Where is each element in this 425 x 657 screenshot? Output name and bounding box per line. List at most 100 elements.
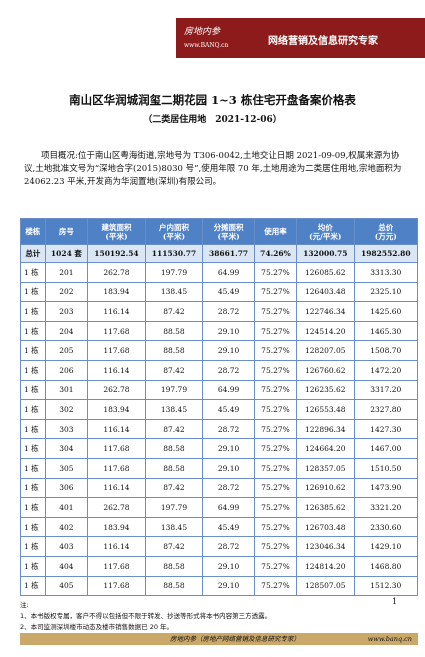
notes-label: 注:: [20, 601, 29, 609]
cell: 138.45: [144, 516, 204, 538]
cell: 1 栋: [20, 575, 46, 597]
cell: 403: [44, 536, 89, 557]
cell: 38661.77: [202, 244, 255, 263]
cell: 116.14: [87, 418, 146, 440]
row: 1 栋 405 117.68 88.58 29.10 75.27% 128507.05 151…: [20, 575, 419, 597]
header-row: 楼栋 房号 建筑面积 (平米) 户内面积 (平米) 分摊面积 (平米) 使用率 均价 (元/…: [20, 218, 419, 245]
cell: 122896.34: [296, 418, 355, 440]
cell: 126403.48: [296, 281, 355, 303]
cell: 405: [44, 575, 89, 597]
cell: 203: [44, 301, 89, 322]
row: 1 栋 305 117.68 88.58 29.10 75.27% 128357.05 151…: [20, 457, 419, 479]
cell: 205: [44, 340, 89, 361]
header-bar: 房地内参 www.BANQ.cn 网络营销及信息研究专家: [176, 18, 425, 58]
cell: 301: [44, 379, 89, 401]
cell: 206: [44, 359, 89, 381]
cell: 64.99: [202, 262, 255, 283]
cell: 87.42: [144, 359, 204, 381]
slogan: 网络营销及信息研究专家: [268, 36, 378, 47]
price-table: 楼栋 房号 建筑面积 (平米) 户内面积 (平米) 分摊面积 (平米) 使用率 均价 (元/…: [20, 218, 419, 597]
cell: 75.27%: [253, 399, 298, 420]
cell: 75.27%: [253, 379, 298, 401]
cell: 29.10: [202, 320, 255, 342]
cell: 1 栋: [20, 438, 46, 459]
cell: 88.58: [144, 438, 204, 459]
cell: 1465.30: [353, 320, 419, 342]
cell: 126760.62: [296, 359, 355, 381]
cell: 128507.05: [296, 575, 355, 597]
column-header: 户内面积 (平米): [144, 218, 204, 245]
row: 1 栋 301 262.78 197.79 64.99 75.27% 126235.62 33…: [20, 379, 419, 401]
cell: 117.68: [87, 457, 146, 479]
cell: 75.27%: [253, 457, 298, 479]
cell: 29.10: [202, 555, 255, 577]
column-header: 均价 (元/平米): [296, 218, 355, 245]
cell: 201: [44, 262, 89, 283]
cell: 1 栋: [20, 359, 46, 381]
cell: 75.27%: [253, 262, 298, 283]
cell: 75.27%: [253, 418, 298, 440]
cell: 29.10: [202, 340, 255, 361]
cell: 75.27%: [253, 281, 298, 303]
cell: 302: [44, 399, 89, 420]
cell: 总计: [20, 244, 46, 263]
cell: 87.42: [144, 418, 204, 440]
cell: 64.99: [202, 497, 255, 518]
cell: 117.68: [87, 555, 146, 577]
row: 1 栋 302 183.94 138.45 45.49 75.27% 126553.48 23…: [20, 399, 419, 420]
cell: 87.42: [144, 301, 204, 322]
cell: 128357.05: [296, 457, 355, 479]
footer: 房地内参（房地产网络营销及信息研究专家） www.banq.cn: [20, 633, 418, 645]
cell: 87.42: [144, 536, 204, 557]
cell: 2330.60: [353, 516, 419, 538]
cell: 116.14: [87, 477, 146, 499]
row: 1 栋 201 262.78 197.79 64.99 75.27% 126085.62 33…: [20, 262, 419, 283]
total-row: 总计 1024 套 150192.54 111530.77 38661.77 74.26%…: [20, 244, 419, 263]
row: 1 栋 204 117.68 88.58 29.10 75.27% 124514.20 146…: [20, 320, 419, 342]
column-header: 楼栋: [20, 218, 46, 245]
cell: 88.58: [144, 320, 204, 342]
cell: 402: [44, 516, 89, 538]
cell: 123046.34: [296, 536, 355, 557]
cell: 197.79: [144, 262, 204, 283]
cell: 197.79: [144, 497, 204, 518]
cell: 3313.30: [353, 262, 419, 283]
cell: 117.68: [87, 320, 146, 342]
cell: 126553.48: [296, 399, 355, 420]
row: 1 栋 304 117.68 88.58 29.10 75.27% 124664.20 146…: [20, 438, 419, 459]
cell: 401: [44, 497, 89, 518]
cell: 183.94: [87, 399, 146, 420]
cell: 262.78: [87, 379, 146, 401]
cell: 75.27%: [253, 497, 298, 518]
cell: 75.27%: [253, 301, 298, 322]
cell: 124514.20: [296, 320, 355, 342]
row: 1 栋 202 183.94 138.45 45.49 75.27% 126403.48 23…: [20, 281, 419, 303]
row: 1 栋 205 117.68 88.58 29.10 75.27% 128207.05 150…: [20, 340, 419, 361]
cell: 262.78: [87, 262, 146, 283]
cell: 1468.80: [353, 555, 419, 577]
cell: 64.99: [202, 379, 255, 401]
cell: 150192.54: [87, 244, 146, 263]
cell: 75.27%: [253, 340, 298, 361]
cell: 1 栋: [20, 379, 46, 401]
cell: 1510.50: [353, 457, 419, 479]
cell: 3317.20: [353, 379, 419, 401]
cell: 28.72: [202, 477, 255, 499]
cell: 1024 套: [44, 244, 89, 263]
cell: 1429.10: [353, 536, 419, 557]
cell: 126385.62: [296, 497, 355, 518]
cell: 45.49: [202, 516, 255, 538]
cell: 1 栋: [20, 536, 46, 557]
cell: 197.79: [144, 379, 204, 401]
cell: 45.49: [202, 399, 255, 420]
logo: 房地内参: [184, 27, 221, 37]
cell: 88.58: [144, 457, 204, 479]
cell: 111530.77: [144, 244, 204, 263]
cell: 1508.70: [353, 340, 419, 361]
footer-url: www.banq.cn: [367, 635, 412, 643]
row: 1 栋 306 116.14 87.42 28.72 75.27% 126910.62 147…: [20, 477, 419, 499]
cell: 75.27%: [253, 516, 298, 538]
cell: 75.27%: [253, 438, 298, 459]
cell: 126085.62: [296, 262, 355, 283]
